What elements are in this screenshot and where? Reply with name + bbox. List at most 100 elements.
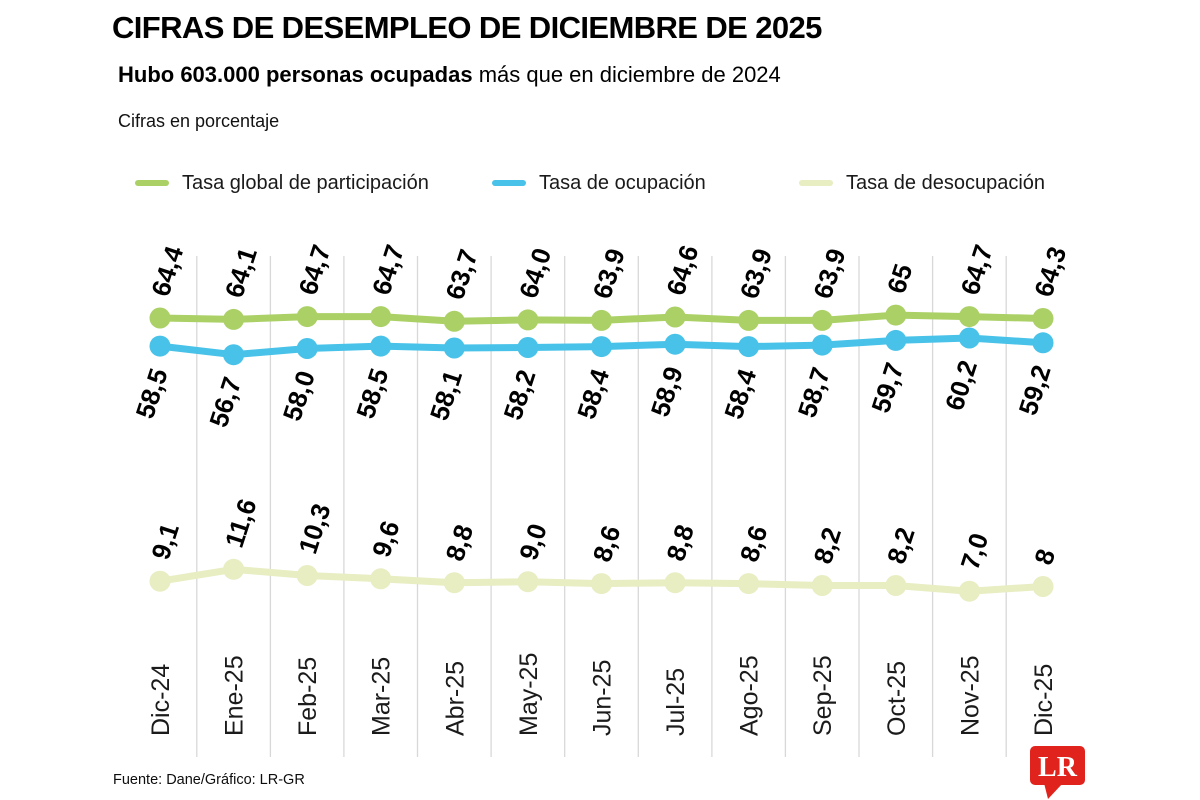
- value-label-0: 64,6: [660, 241, 704, 298]
- series-marker-2: [517, 571, 539, 593]
- lr-logo-text: LR: [1038, 752, 1078, 783]
- legend-label-ocupacion: Tasa de ocupación: [539, 171, 706, 194]
- series-marker-0: [223, 308, 245, 330]
- series-marker-0: [370, 306, 392, 328]
- series-marker-2: [296, 565, 318, 586]
- value-label-0: 64,7: [292, 241, 336, 298]
- series-marker-0: [517, 309, 539, 331]
- value-label-1: 59,2: [1013, 361, 1057, 418]
- value-label-1: 60,2: [939, 357, 983, 414]
- legend-swatch-desocupacion: [799, 180, 833, 186]
- series-marker-0: [296, 306, 318, 328]
- value-label-0: 64,3: [1028, 243, 1072, 300]
- value-label-0: 65: [881, 260, 918, 297]
- series-marker-0: [1032, 308, 1054, 329]
- series-marker-2: [811, 575, 833, 596]
- series-marker-0: [664, 306, 686, 328]
- series-marker-1: [885, 329, 907, 351]
- category-label: May-25: [515, 653, 543, 736]
- series-marker-2: [149, 570, 171, 592]
- category-label: Sep-25: [809, 655, 837, 736]
- value-label-0: 64,0: [513, 244, 557, 301]
- value-label-1: 58,1: [424, 367, 468, 424]
- series-marker-0: [738, 309, 760, 331]
- series-marker-0: [149, 307, 171, 329]
- series-marker-1: [517, 337, 539, 358]
- lr-logo-bubble: [1030, 746, 1085, 785]
- series-marker-1: [149, 335, 171, 357]
- category-label: Ene-25: [221, 655, 249, 736]
- series-marker-1: [664, 333, 686, 355]
- value-label-0: 64,7: [366, 241, 410, 298]
- value-label-1: 58,0: [277, 367, 321, 424]
- category-label: Dic-24: [147, 664, 175, 736]
- series-marker-0: [591, 309, 612, 331]
- value-label-2: 8,8: [439, 521, 479, 565]
- value-label-1: 58,5: [130, 365, 174, 422]
- category-label: Mar-25: [368, 657, 396, 736]
- series-marker-1: [223, 344, 245, 366]
- series-marker-1: [958, 327, 980, 349]
- subtitle: Hubo 603.000 personas ocupadas más que e…: [118, 62, 781, 88]
- value-label-1: 58,2: [497, 366, 541, 423]
- legend-swatch-ocupacion: [492, 180, 526, 186]
- value-label-0: 64,4: [145, 242, 189, 300]
- subtitle-highlight: Hubo 603.000 personas ocupadas: [118, 62, 473, 87]
- value-label-2: 8,6: [734, 522, 774, 566]
- series-marker-2: [223, 558, 245, 580]
- value-label-0: 64,7: [955, 241, 999, 298]
- lr-logo: LR: [1030, 746, 1085, 799]
- units-note: Cifras en porcentaje: [118, 111, 280, 131]
- series-marker-2: [885, 575, 907, 596]
- series-marker-2: [370, 568, 392, 590]
- legend-label-participacion: Tasa global de participación: [182, 171, 429, 194]
- lr-logo-tail: [1044, 783, 1063, 799]
- series-marker-0: [958, 306, 980, 328]
- category-label: Nov-25: [956, 655, 984, 736]
- value-label-2: 8,8: [660, 521, 700, 565]
- legend-label-desocupacion: Tasa de desocupación: [846, 171, 1046, 194]
- value-label-1: 59,7: [865, 359, 909, 416]
- legend-item-participacion: Tasa global de participación: [135, 170, 429, 196]
- category-label: Jul-25: [662, 668, 690, 736]
- value-label-2: 8,6: [587, 522, 627, 566]
- series-marker-1: [443, 337, 465, 359]
- value-label-2: 9,0: [513, 520, 553, 564]
- series-marker-0: [443, 310, 465, 332]
- value-label-1: 58,7: [792, 364, 836, 421]
- value-label-1: 58,9: [645, 363, 689, 420]
- series-marker-1: [811, 334, 833, 356]
- legend-item-ocupacion: Tasa de ocupación: [492, 170, 706, 196]
- series-marker-1: [296, 338, 318, 359]
- value-label-2: 8: [1028, 545, 1061, 568]
- series-marker-2: [958, 580, 980, 602]
- legend-item-desocupacion: Tasa de desocupación: [799, 170, 1045, 196]
- series-marker-1: [738, 336, 760, 358]
- value-label-2: 9,1: [145, 519, 185, 563]
- page-title: CIFRAS DE DESEMPLEO DE DICIEMBRE DE 2025: [112, 10, 822, 45]
- series-marker-0: [885, 304, 907, 326]
- category-label: Abr-25: [441, 661, 469, 736]
- series-marker-2: [443, 572, 465, 594]
- series-marker-2: [738, 573, 760, 595]
- value-label-1: 58,4: [571, 365, 615, 423]
- value-label-2: 8,2: [881, 524, 921, 568]
- category-label: Dic-25: [1030, 664, 1058, 736]
- category-label: Oct-25: [883, 661, 911, 736]
- value-label-1: 56,7: [203, 373, 247, 430]
- value-label-0: 63,9: [734, 245, 778, 302]
- series-marker-1: [591, 336, 612, 358]
- series-marker-2: [591, 573, 612, 595]
- source-credit: Fuente: Dane/Gráfico: LR-GR: [113, 772, 305, 788]
- series-marker-1: [370, 335, 392, 357]
- series-marker-2: [664, 572, 686, 594]
- subtitle-rest: más que en diciembre de 2024: [472, 62, 781, 87]
- category-label: Feb-25: [294, 657, 322, 736]
- value-label-0: 63,9: [587, 245, 631, 302]
- value-label-0: 63,7: [439, 246, 483, 303]
- series-marker-2: [1032, 576, 1054, 597]
- value-label-0: 64,1: [219, 244, 263, 301]
- legend-swatch-participacion: [135, 180, 169, 186]
- category-label: Ago-25: [736, 655, 764, 736]
- value-label-2: 7,0: [955, 529, 995, 573]
